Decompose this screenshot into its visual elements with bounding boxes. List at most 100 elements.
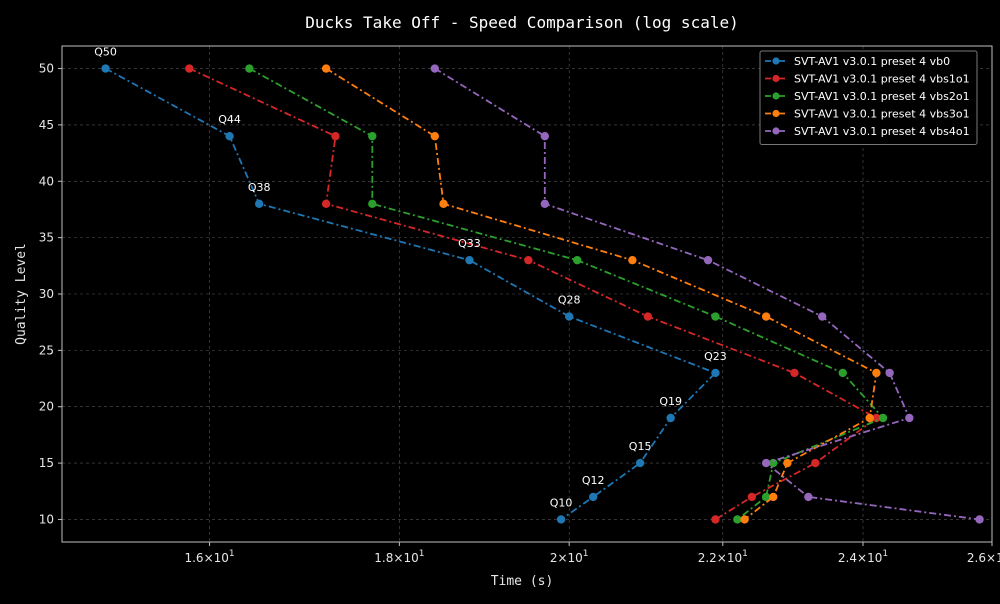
data-point [761, 492, 771, 502]
data-point [865, 413, 874, 423]
data-point [769, 458, 778, 468]
y-tick-label: 15 [39, 456, 54, 470]
point-label: Q12 [582, 474, 605, 487]
point-label: Q10 [550, 496, 573, 509]
data-point [588, 492, 598, 502]
data-point [331, 131, 340, 141]
data-point [465, 255, 474, 265]
legend-item-label: SVT-AV1 v3.0.1 preset 4 vbs4o1 [794, 125, 970, 138]
data-point [628, 255, 637, 265]
data-point [556, 515, 566, 524]
x-tick-mantissa: 2 [550, 551, 558, 565]
y-tick-label: 30 [39, 287, 54, 301]
data-point [101, 64, 110, 73]
x-tick-multiplier: ×10 [557, 551, 582, 565]
point-label: Q38 [248, 181, 271, 194]
series-line [434, 67, 980, 521]
y-tick-label: 10 [39, 512, 54, 526]
legend-item-label: SVT-AV1 v3.0.1 preset 4 vbs2o1 [794, 90, 970, 103]
y-tick-label: 50 [39, 62, 54, 76]
data-point [740, 515, 749, 524]
legend-marker [772, 57, 780, 65]
x-tick-exponent: 1 [419, 549, 425, 559]
data-point [804, 492, 813, 502]
data-point [872, 413, 881, 423]
point-label: Q23 [704, 350, 727, 363]
data-point [439, 199, 448, 209]
x-tick-exponent: 1 [583, 549, 589, 559]
data-point [783, 458, 792, 468]
legend-marker [772, 109, 780, 118]
data-point [905, 413, 914, 423]
y-tick-label: 20 [39, 400, 54, 414]
x-tick-multiplier: ×10 [857, 551, 882, 565]
series-3 [321, 64, 881, 524]
point-label: Q15 [629, 440, 652, 453]
data-point [666, 413, 675, 423]
data-point [790, 368, 799, 378]
data-point [769, 492, 778, 502]
point-label: Q50 [94, 46, 117, 59]
legend-marker [772, 92, 780, 100]
series-2 [245, 64, 888, 524]
y-axis-label: Quality Level [14, 243, 29, 345]
series-layer [101, 64, 984, 524]
data-point [747, 492, 757, 502]
data-point [368, 131, 377, 141]
data-point [733, 515, 742, 524]
data-point [430, 64, 440, 73]
series-line [248, 67, 885, 521]
legend-item-label: SVT-AV1 v3.0.1 preset 4 vbs3o1 [794, 108, 970, 121]
data-point [321, 199, 331, 209]
data-point [703, 255, 713, 265]
data-point [885, 368, 894, 378]
data-point [643, 312, 653, 321]
series-line [325, 67, 878, 521]
x-tick-mantissa: 1.8 [374, 551, 393, 565]
data-point [185, 64, 194, 73]
grid-lines [62, 46, 993, 542]
data-point [540, 199, 550, 209]
point-label: Q33 [458, 237, 481, 250]
data-point [321, 64, 331, 73]
y-tick-label: 25 [39, 343, 54, 357]
data-point [540, 131, 550, 141]
point-label: Q44 [218, 113, 241, 126]
x-tick-exponent: 1 [882, 549, 888, 559]
legend: SVT-AV1 v3.0.1 preset 4 vb0 SVT-AV1 v3.0.… [759, 50, 978, 145]
series-0 [101, 64, 720, 524]
y-tick-label: 40 [39, 174, 54, 188]
legend-item-label: SVT-AV1 v3.0.1 preset 4 vbs1o1 [794, 73, 970, 86]
data-point [711, 312, 720, 321]
series-4 [430, 64, 984, 524]
data-point [225, 131, 234, 141]
data-point [878, 413, 888, 423]
legend-marker [772, 74, 780, 83]
x-tick-multiplier: ×10 [717, 551, 742, 565]
x-tick-exponent: 1 [229, 549, 235, 559]
legend-box [759, 50, 978, 145]
data-point [524, 255, 533, 265]
series-line [105, 67, 718, 521]
x-tick-label: 2.4×101 [838, 549, 888, 565]
data-point [368, 199, 377, 209]
x-tick-multiplier: ×10 [204, 551, 229, 565]
data-point [872, 368, 881, 378]
point-label: Q19 [659, 395, 682, 408]
point-label-layer: Q50 Q44 Q38 Q33 Q28 Q23 Q19 Q15 Q12 Q10 [94, 46, 727, 510]
x-tick-mantissa: 2.2 [698, 551, 717, 565]
data-point [635, 458, 645, 468]
data-point [761, 458, 771, 468]
x-tick-label: 2.2×101 [698, 549, 748, 565]
series-line [188, 67, 879, 521]
x-tick-mantissa: 2.4 [838, 551, 857, 565]
x-tick-exponent: 1 [742, 549, 748, 559]
point-label: Q28 [558, 294, 581, 307]
data-point [430, 131, 440, 141]
data-point [573, 255, 582, 265]
series-1 [185, 64, 881, 524]
data-point [245, 64, 254, 73]
data-point [711, 515, 720, 524]
